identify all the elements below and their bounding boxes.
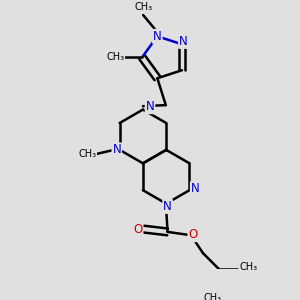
Text: N: N bbox=[163, 200, 172, 213]
Text: CH₃: CH₃ bbox=[204, 293, 222, 300]
Text: CH₃: CH₃ bbox=[106, 52, 124, 62]
Text: CH₃: CH₃ bbox=[134, 2, 152, 12]
Text: CH₃: CH₃ bbox=[78, 149, 96, 159]
Text: CH₃: CH₃ bbox=[239, 262, 257, 272]
Text: O: O bbox=[133, 223, 142, 236]
Text: N: N bbox=[112, 143, 121, 156]
Text: N: N bbox=[153, 30, 162, 43]
Text: N: N bbox=[191, 182, 200, 195]
Text: N: N bbox=[179, 35, 188, 48]
Text: O: O bbox=[188, 228, 198, 241]
Text: N: N bbox=[146, 100, 154, 113]
